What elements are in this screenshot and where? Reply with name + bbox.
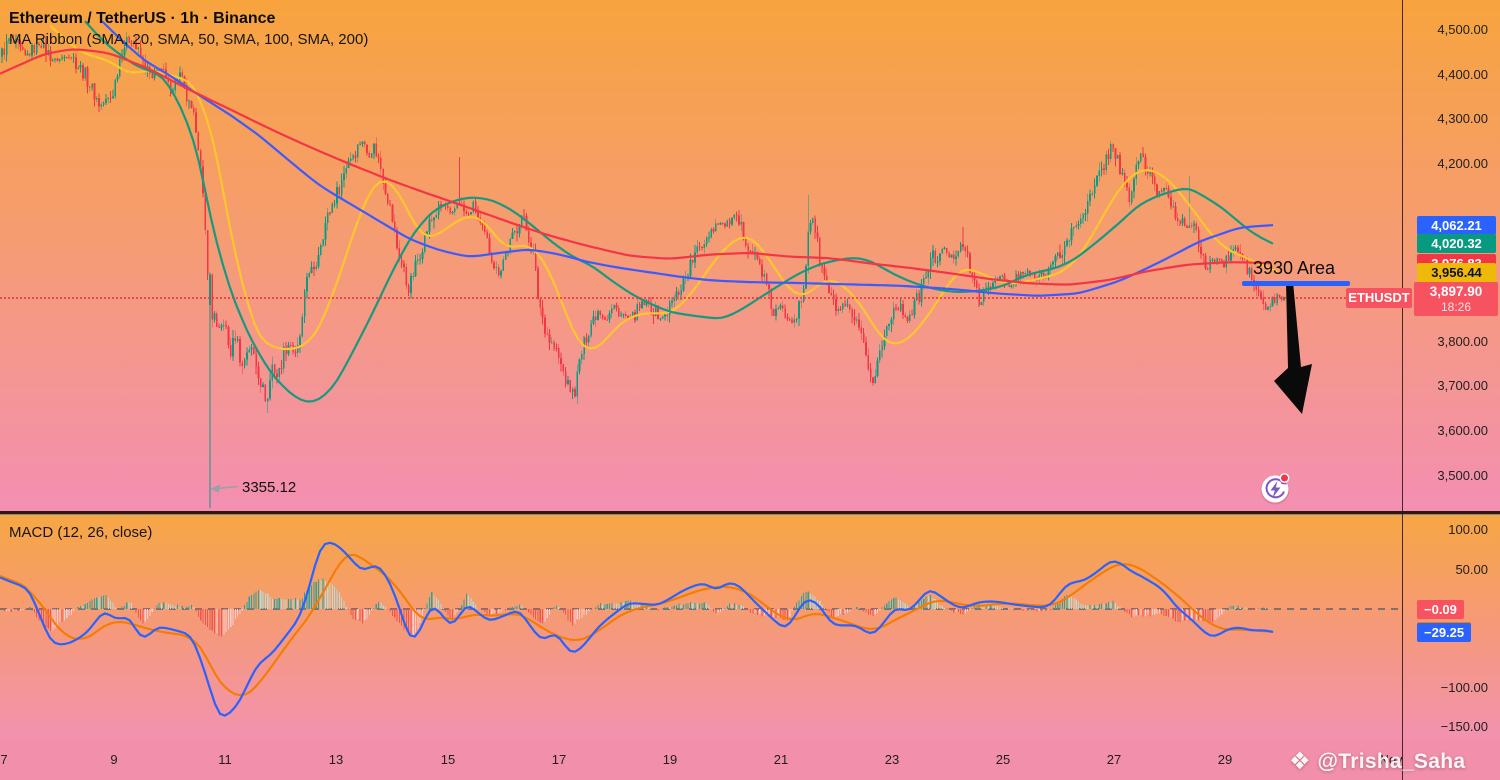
time-tick-label: 7	[0, 752, 8, 767]
sma50-line[interactable]	[84, 20, 1274, 403]
sma100-line[interactable]	[101, 20, 1274, 297]
macd-canvas[interactable]	[0, 515, 1402, 740]
symbol-price-axis-tag: ETHUSDT	[1346, 288, 1412, 309]
low-pointer-arrow[interactable]	[210, 484, 239, 493]
time-tick-label: 23	[884, 752, 900, 767]
price-tick-label: 4,400.00	[1437, 66, 1488, 82]
area-annotation-text[interactable]: 3930 Area	[1253, 257, 1336, 278]
indicator-title[interactable]: MA Ribbon (SMA, 20, SMA, 50, SMA, 100, S…	[9, 31, 369, 48]
time-tick-label: 25	[995, 752, 1011, 767]
macd-indicator-title[interactable]: MACD (12, 26, close)	[9, 524, 153, 541]
binance-diamond-icon: ❖	[1289, 748, 1311, 775]
area-annotation-line[interactable]	[1242, 281, 1350, 287]
down-arrow-drawing[interactable]	[1274, 282, 1312, 414]
main-price-pane[interactable]	[0, 0, 1500, 513]
macd-tick-label: −150.00	[1440, 719, 1488, 735]
price-tick-label: 3,600.00	[1437, 422, 1488, 438]
time-tick-label: 13	[328, 752, 344, 767]
time-tick-label: Nov	[1379, 752, 1403, 767]
time-tick-label: 29	[1217, 752, 1233, 767]
low-price-annotation[interactable]: 3355.12	[242, 479, 297, 496]
price-tick-label: 3,800.00	[1437, 333, 1488, 349]
refresh-button[interactable]	[1260, 473, 1290, 505]
price-tick-label: 4,500.00	[1437, 22, 1488, 37]
price-axis-separator	[1402, 0, 1403, 780]
macd-tick-label: 50.00	[1455, 561, 1488, 577]
time-tick-label: 9	[110, 752, 118, 767]
time-tick-label: 19	[662, 752, 678, 767]
time-axis[interactable]	[0, 740, 1500, 780]
last-price-time: 18:26	[1440, 300, 1472, 315]
macd-value-tag: −0.09	[1417, 599, 1464, 619]
macd-zero-dashed-line	[0, 608, 1402, 610]
symbol-title[interactable]: Ethereum / TetherUS · 1h · Binance	[9, 10, 276, 27]
sma20-line[interactable]	[49, 24, 1279, 351]
pane-separator[interactable]	[0, 511, 1500, 514]
macd-value-tag: −29.25	[1417, 622, 1472, 642]
macd-signal-line[interactable]	[0, 553, 1274, 697]
time-tick-label: 17	[551, 752, 567, 767]
price-tick-label: 4,300.00	[1437, 111, 1488, 127]
chart-legend: Ethereum / TetherUS · 1h · Binance MA Ri…	[9, 8, 368, 50]
ma-value-tag: 3,956.44	[1417, 262, 1496, 282]
macd-tick-label: 100.00	[1448, 522, 1488, 538]
sma200-line[interactable]	[0, 48, 1271, 286]
watermark: ❖ @Trisha_Saha	[1289, 749, 1465, 775]
last-price-value: 3,897.90	[1429, 284, 1483, 300]
last-price-tag: 3,897.90 18:26	[1414, 282, 1498, 317]
annotation-layer	[210, 282, 1312, 505]
time-tick-label: 15	[440, 752, 456, 767]
time-tick-label: 27	[1106, 752, 1122, 767]
price-tick-label: 3,500.00	[1437, 467, 1488, 483]
last-price-dotted-line	[0, 297, 1402, 300]
ma-value-tag: 4,020.32	[1417, 234, 1496, 254]
macd-tick-label: −100.00	[1440, 679, 1488, 695]
candlestick-canvas[interactable]	[0, 0, 1402, 513]
macd-line[interactable]	[0, 541, 1274, 717]
time-tick-label: 21	[773, 752, 789, 767]
watermark-handle: @Trisha_Saha	[1317, 750, 1466, 773]
macd-pane[interactable]	[0, 515, 1500, 740]
price-tick-label: 3,700.00	[1437, 378, 1488, 394]
ma-value-tag: 4,062.21	[1417, 215, 1496, 235]
price-tick-label: 4,200.00	[1437, 155, 1488, 171]
time-tick-label: 11	[218, 752, 232, 767]
